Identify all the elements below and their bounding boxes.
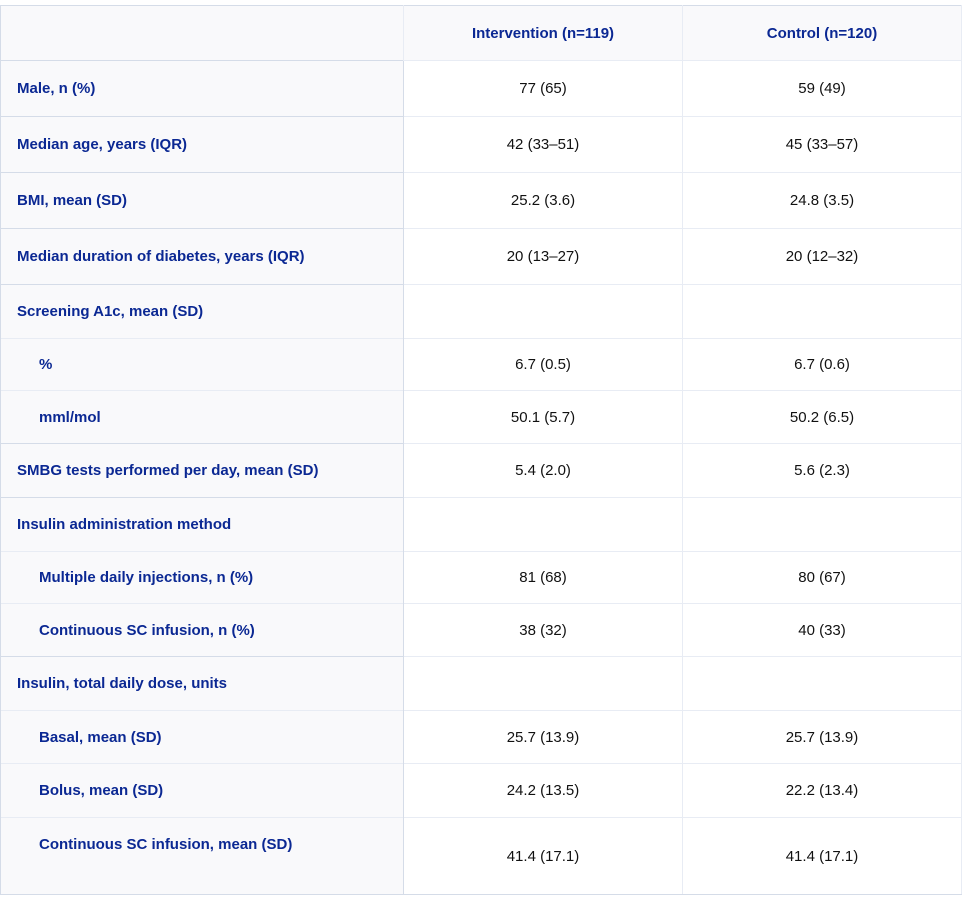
intervention-value xyxy=(403,656,683,711)
control-value xyxy=(682,656,962,711)
intervention-value: 20 (13–27) xyxy=(403,228,683,285)
header-control: Control (n=120) xyxy=(682,5,962,61)
table-row-group-heading: Screening A1c, mean (SD) xyxy=(0,284,962,339)
table-row: Median duration of diabetes, years (IQR)… xyxy=(0,228,962,285)
row-label: mml/mol xyxy=(0,390,404,444)
control-value: 25.7 (13.9) xyxy=(682,710,962,764)
table-row: Multiple daily injections, n (%) 81 (68)… xyxy=(0,551,962,604)
table-row-group-heading: Insulin, total daily dose, units xyxy=(0,656,962,711)
control-value: 40 (33) xyxy=(682,603,962,657)
control-value: 50.2 (6.5) xyxy=(682,390,962,444)
table-row: BMI, mean (SD) 25.2 (3.6) 24.8 (3.5) xyxy=(0,172,962,229)
row-label: Continuous SC infusion, n (%) xyxy=(0,603,404,657)
intervention-value xyxy=(403,497,683,552)
header-blank xyxy=(0,5,404,61)
table-row: Median age, years (IQR) 42 (33–51) 45 (3… xyxy=(0,116,962,173)
intervention-value: 42 (33–51) xyxy=(403,116,683,173)
table-row: SMBG tests performed per day, mean (SD) … xyxy=(0,443,962,498)
row-label: BMI, mean (SD) xyxy=(0,172,404,229)
intervention-value xyxy=(403,284,683,339)
table-row: Basal, mean (SD) 25.7 (13.9) 25.7 (13.9) xyxy=(0,710,962,764)
table-header-row: Intervention (n=119) Control (n=120) xyxy=(0,5,962,61)
intervention-value: 24.2 (13.5) xyxy=(403,763,683,818)
intervention-value: 5.4 (2.0) xyxy=(403,443,683,498)
group-label: Insulin administration method xyxy=(0,497,404,552)
baseline-characteristics-table: Intervention (n=119) Control (n=120) Mal… xyxy=(0,5,962,895)
row-label: Continuous SC infusion, mean (SD) xyxy=(0,817,404,895)
control-value: 59 (49) xyxy=(682,60,962,117)
control-value: 20 (12–32) xyxy=(682,228,962,285)
row-label: Median duration of diabetes, years (IQR) xyxy=(0,228,404,285)
control-value: 6.7 (0.6) xyxy=(682,338,962,391)
intervention-value: 6.7 (0.5) xyxy=(403,338,683,391)
row-label: Male, n (%) xyxy=(0,60,404,117)
row-label: Median age, years (IQR) xyxy=(0,116,404,173)
row-label: Bolus, mean (SD) xyxy=(0,763,404,818)
row-label: Multiple daily injections, n (%) xyxy=(0,551,404,604)
intervention-value: 25.7 (13.9) xyxy=(403,710,683,764)
group-label: Insulin, total daily dose, units xyxy=(0,656,404,711)
control-value: 45 (33–57) xyxy=(682,116,962,173)
table-row: Continuous SC infusion, mean (SD) 41.4 (… xyxy=(0,817,962,895)
control-value xyxy=(682,497,962,552)
control-value: 22.2 (13.4) xyxy=(682,763,962,818)
control-value: 80 (67) xyxy=(682,551,962,604)
control-value: 5.6 (2.3) xyxy=(682,443,962,498)
table-row: mml/mol 50.1 (5.7) 50.2 (6.5) xyxy=(0,390,962,444)
control-value: 24.8 (3.5) xyxy=(682,172,962,229)
intervention-value: 25.2 (3.6) xyxy=(403,172,683,229)
row-label: Basal, mean (SD) xyxy=(0,710,404,764)
header-intervention: Intervention (n=119) xyxy=(403,5,683,61)
table-row: Continuous SC infusion, n (%) 38 (32) 40… xyxy=(0,603,962,657)
table-row-group-heading: Insulin administration method xyxy=(0,497,962,552)
row-label: SMBG tests performed per day, mean (SD) xyxy=(0,443,404,498)
table-row: % 6.7 (0.5) 6.7 (0.6) xyxy=(0,338,962,391)
intervention-value: 81 (68) xyxy=(403,551,683,604)
intervention-value: 77 (65) xyxy=(403,60,683,117)
control-value: 41.4 (17.1) xyxy=(682,817,962,895)
control-value xyxy=(682,284,962,339)
intervention-value: 41.4 (17.1) xyxy=(403,817,683,895)
table-row: Male, n (%) 77 (65) 59 (49) xyxy=(0,60,962,117)
group-label: Screening A1c, mean (SD) xyxy=(0,284,404,339)
row-label: % xyxy=(0,338,404,391)
table-row: Bolus, mean (SD) 24.2 (13.5) 22.2 (13.4) xyxy=(0,763,962,818)
intervention-value: 38 (32) xyxy=(403,603,683,657)
intervention-value: 50.1 (5.7) xyxy=(403,390,683,444)
